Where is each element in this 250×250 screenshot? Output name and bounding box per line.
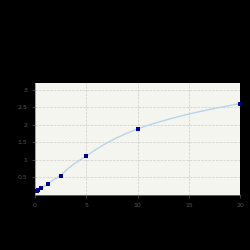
Point [84, 154, 88, 158]
Point [36, 188, 40, 192]
Point [58, 174, 62, 178]
Y-axis label: OD: OD [9, 134, 15, 144]
X-axis label: Human Asparagine Linked Glycosylation Protein 5 (ALG5)
Concentration (ng/ml): Human Asparagine Linked Glycosylation Pr… [62, 212, 213, 222]
Point [46, 182, 50, 186]
Point [34, 189, 38, 193]
Point [238, 102, 242, 105]
Point [40, 186, 44, 190]
Point [136, 127, 140, 131]
